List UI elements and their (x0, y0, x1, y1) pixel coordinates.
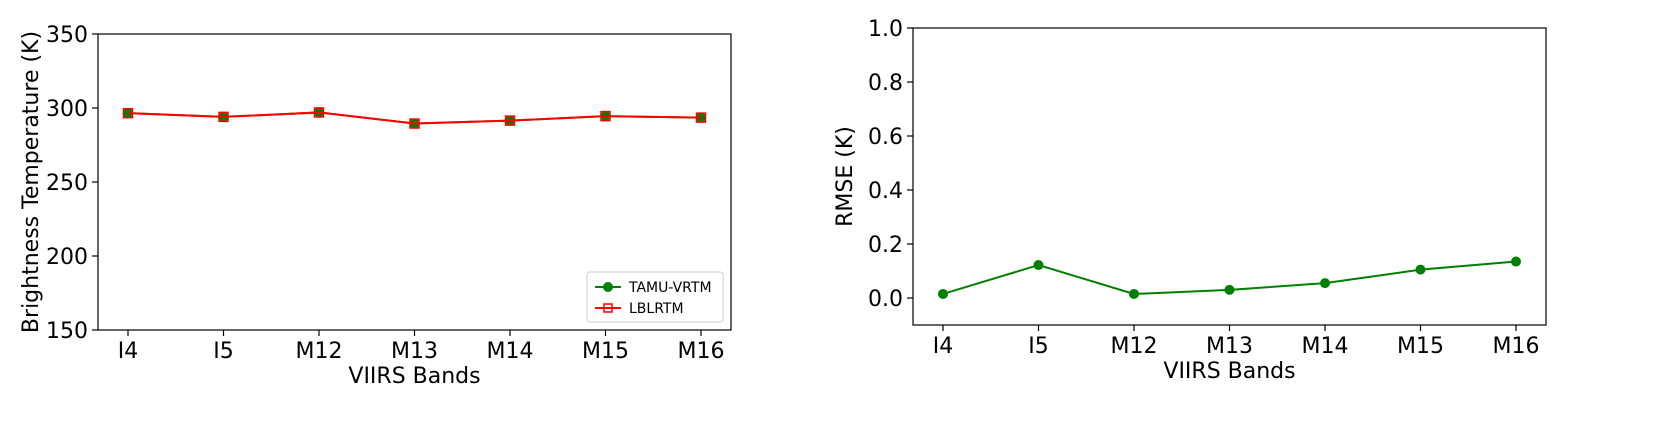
data-point-series-0-i4 (938, 288, 948, 299)
plot-frame (912, 27, 1547, 326)
y-axis-ticks: 150 200 250 300 350 (46, 23, 98, 344)
legend-box (586, 271, 724, 323)
data-point-lblrtm-i5 (218, 111, 229, 123)
data-point-lblrtm-m12 (313, 107, 325, 118)
data-point-lblrtm-m13 (409, 118, 420, 129)
y-tick-label: 350 (46, 23, 88, 48)
x-tick-label-m13: M13 (391, 339, 438, 364)
y-tick-label: 1.0 (868, 17, 903, 42)
legend-entry-tamu-vrtm: TAMU-VRTM (595, 280, 712, 296)
x-axis-ticks: I4 I5 M12 M13 M14 M15 M16 (933, 325, 1540, 359)
x-tick-label-m16: M16 (1493, 334, 1540, 359)
brightness-temperature-chart: 150 200 250 300 350 I4 I5 M12 M13 M14 M15 M16 VIIR… (19, 23, 732, 389)
x-tick-label-i5: I5 (213, 339, 234, 364)
legend-entry-lblrtm: LBLRTM (595, 301, 684, 317)
x-tick-label-m12: M12 (1111, 334, 1158, 359)
data-point-series-0-m16 (1511, 256, 1521, 267)
data-point-series-0-m14 (1320, 278, 1330, 289)
x-tick-label-m14: M14 (1302, 334, 1349, 359)
legend-label-lblrtm: LBLRTM (629, 301, 684, 317)
x-axis-label: VIIRS Bands (1163, 359, 1295, 384)
rmse-chart: 0.0 0.2 0.4 0.6 0.8 1.0 I4 I5 M12 M13 M14 M15 M16 V… (833, 17, 1547, 384)
y-axis-label: Brightness Temperature (K) (19, 31, 44, 333)
series-layer (122, 107, 707, 129)
data-point-series-0-m15 (1415, 264, 1426, 275)
y-tick-label: 0.0 (868, 287, 903, 312)
y-tick-label: 0.8 (868, 71, 903, 96)
y-tick-label: 0.2 (868, 233, 903, 258)
y-tick-label: 300 (46, 97, 88, 122)
x-axis-label: VIIRS Bands (348, 364, 480, 389)
data-point-lblrtm-m14 (504, 115, 516, 126)
series-layer (938, 256, 1521, 299)
y-tick-label: 150 (46, 319, 88, 344)
x-tick-label-m15: M15 (1397, 334, 1444, 359)
series-line-lblrtm (127, 111, 702, 125)
x-tick-label-i4: I4 (118, 339, 139, 364)
data-point-series-0-m12 (1129, 288, 1139, 299)
y-axis-label: RMSE (K) (833, 126, 858, 227)
y-tick-label: 0.4 (868, 179, 903, 204)
data-point-lblrtm-m16 (695, 112, 707, 123)
data-point-series-0-i5 (1033, 260, 1044, 271)
data-point-series-0-m13 (1224, 284, 1235, 295)
legend-label-tamu-vrtm: TAMU-VRTM (628, 280, 712, 296)
y-tick-label: 250 (46, 171, 88, 196)
legend-marker-lblrtm (603, 303, 613, 313)
y-axis-ticks: 0.0 0.2 0.4 0.6 0.8 1.0 (868, 17, 913, 312)
x-tick-label-i4: I4 (933, 334, 954, 359)
y-tick-label: 200 (46, 245, 88, 270)
x-axis-ticks: I4 I5 M12 M13 M14 M15 M16 (118, 330, 725, 364)
x-tick-label-m15: M15 (582, 339, 629, 364)
x-tick-label-m16: M16 (678, 339, 725, 364)
data-point-lblrtm-i4 (122, 107, 134, 119)
data-point-lblrtm-m15 (600, 110, 611, 122)
legend-marker-tamu-vrtm (603, 282, 613, 292)
x-tick-label-m12: M12 (296, 339, 343, 364)
x-tick-label-m13: M13 (1206, 334, 1253, 359)
y-tick-label: 0.6 (868, 125, 903, 150)
legend: TAMU-VRTM LBLRTM (586, 271, 724, 323)
plot-frame (97, 33, 732, 331)
x-tick-label-i5: I5 (1028, 334, 1049, 359)
x-tick-label-m14: M14 (487, 339, 534, 364)
